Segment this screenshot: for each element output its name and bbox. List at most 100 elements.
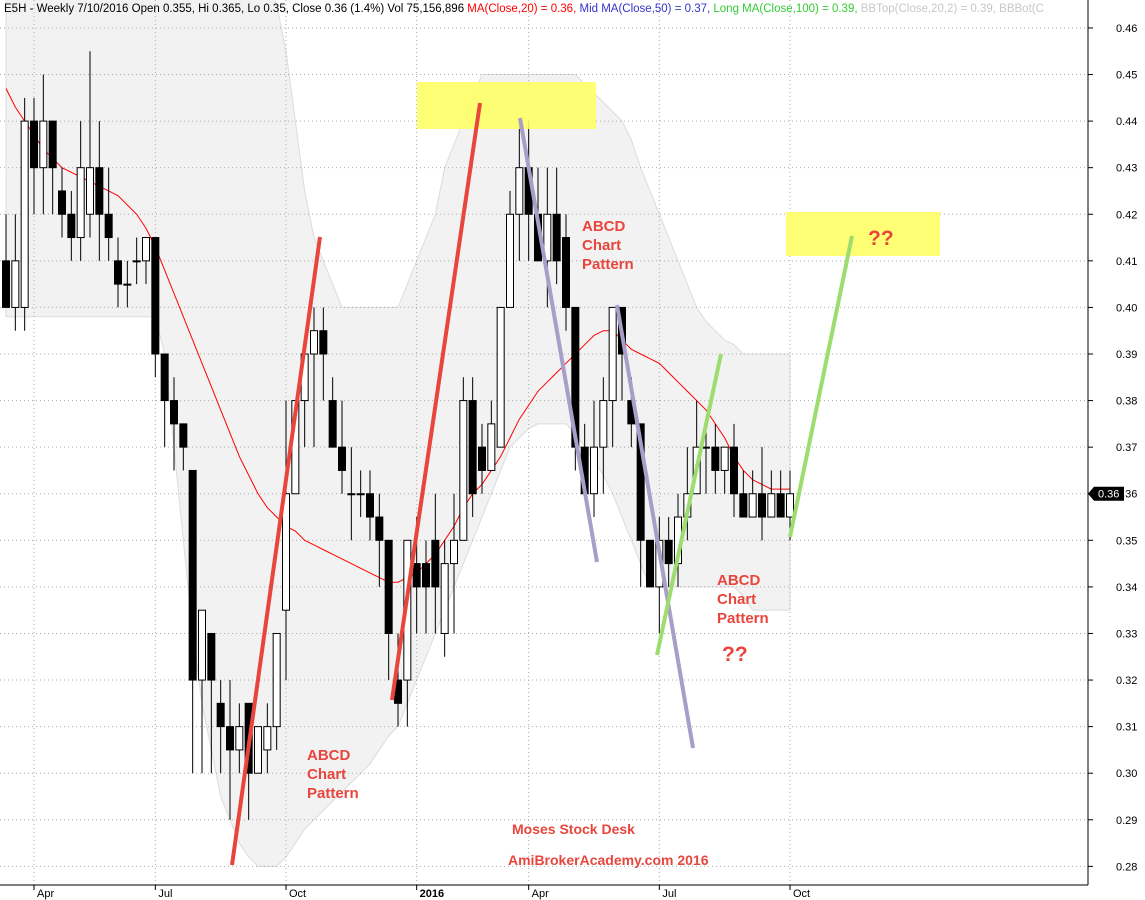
candle-body <box>375 516 384 541</box>
candle-body <box>487 423 496 471</box>
candle-body <box>636 423 645 541</box>
y-tick-label: 0.39 <box>1116 349 1137 361</box>
candle-body <box>730 446 738 495</box>
y-tick-label: 0.45 <box>1116 70 1137 82</box>
y-tick-label: 0.30 <box>1116 768 1137 780</box>
annotation: Chart <box>717 591 756 608</box>
candle-body <box>468 400 477 495</box>
candle-body <box>95 167 104 215</box>
candle-body <box>720 446 729 471</box>
chart-header: E5H - Weekly 7/10/2016 Open 0.355, Hi 0.… <box>4 3 1044 15</box>
candle-body <box>319 330 328 355</box>
candle-body <box>664 539 673 565</box>
x-tick-label: Oct <box>289 888 306 900</box>
annotation: ?? <box>722 643 748 666</box>
candle-body <box>11 260 20 308</box>
candle-body <box>263 726 272 751</box>
plot-area <box>0 0 1088 885</box>
y-tick-label: 0.46 <box>1116 23 1137 35</box>
candle-body <box>188 469 197 681</box>
candle-body <box>67 213 76 239</box>
candle-body <box>39 120 48 169</box>
candle-body <box>515 167 524 215</box>
candle-body <box>543 213 552 262</box>
candle-body <box>739 493 748 518</box>
candle-body <box>422 563 430 588</box>
x-tick-label: Oct <box>793 888 810 900</box>
candle-body <box>151 237 160 355</box>
candle-body <box>347 493 356 496</box>
candle-body <box>748 493 757 518</box>
candle-body <box>384 539 393 634</box>
y-tick-label: 0.42 <box>1116 209 1137 221</box>
candle-body <box>608 306 617 402</box>
target-box <box>417 82 596 129</box>
annotation: Pattern <box>307 785 359 802</box>
candle-body <box>412 563 421 588</box>
annotation: ABCD <box>717 572 760 589</box>
x-tick-label: Apr <box>532 888 549 900</box>
candle-body <box>599 400 608 448</box>
x-tick-label: Apr <box>37 888 54 900</box>
candle-body <box>758 493 766 518</box>
candle-body <box>170 400 178 425</box>
candle-body <box>702 446 710 449</box>
header-item: Mid MA(Close,50) = 0.37, <box>579 3 713 15</box>
candle-body <box>366 493 374 518</box>
annotation: Chart <box>307 766 346 783</box>
candle-body <box>58 190 66 215</box>
annotation: Chart <box>582 237 621 254</box>
y-tick-label: 0.37 <box>1116 442 1137 454</box>
candle-body <box>431 539 440 588</box>
candle-body <box>216 702 225 728</box>
candle-body <box>646 539 654 588</box>
candle-body <box>478 446 486 471</box>
candle-body <box>114 260 122 285</box>
candle-body <box>310 330 318 355</box>
x-tick-label: 2016 <box>420 888 444 900</box>
candle-body <box>86 167 94 215</box>
y-tick-label: 0.41 <box>1116 256 1137 268</box>
candle-body <box>30 120 38 169</box>
header-item: BBTop(Close,20,2) = 0.39, <box>861 3 999 15</box>
trend-line <box>788 235 854 538</box>
y-tick-label: 0.43 <box>1116 163 1137 175</box>
candle-body <box>450 539 458 565</box>
annotation: ABCD <box>582 218 625 235</box>
y-tick-label: 0.40 <box>1116 302 1137 314</box>
candle-body <box>123 283 132 286</box>
candle-body <box>142 237 150 262</box>
watermark: Moses Stock Desk <box>512 821 635 837</box>
ma-line <box>5 88 790 583</box>
candle-body <box>179 423 188 448</box>
candle-body <box>272 632 281 728</box>
annotation: ?? <box>868 227 894 250</box>
annotation: ABCD <box>307 747 350 764</box>
last-price-label: 0.36 <box>1098 489 1119 501</box>
x-tick-label: Jul <box>158 888 172 900</box>
candle-body <box>459 400 468 541</box>
candle-body <box>711 446 720 471</box>
candle-body <box>506 213 514 308</box>
trend-line <box>390 102 482 701</box>
y-tick-label: 0.28 <box>1116 861 1137 873</box>
candle-body <box>48 120 57 169</box>
candle-body <box>132 260 141 263</box>
candle-body <box>104 213 113 239</box>
candle-body <box>552 213 561 262</box>
y-tick-label: 0.38 <box>1116 396 1137 408</box>
candle-body <box>496 306 505 448</box>
trend-line <box>518 117 599 563</box>
candle-body <box>338 446 346 471</box>
drawings: ABCD Chart Pattern ABCD Chart Pattern AB… <box>230 82 940 868</box>
trend-line <box>655 353 723 656</box>
candle-body <box>328 400 337 448</box>
y-tick-label: 0.44 <box>1116 116 1137 128</box>
last-price-box <box>1088 486 1124 501</box>
candle-body <box>776 493 785 518</box>
annotation: Pattern <box>582 256 634 273</box>
annotation: Pattern <box>717 610 769 627</box>
candle-body <box>226 726 234 751</box>
y-tick-label: 0.33 <box>1116 628 1137 640</box>
